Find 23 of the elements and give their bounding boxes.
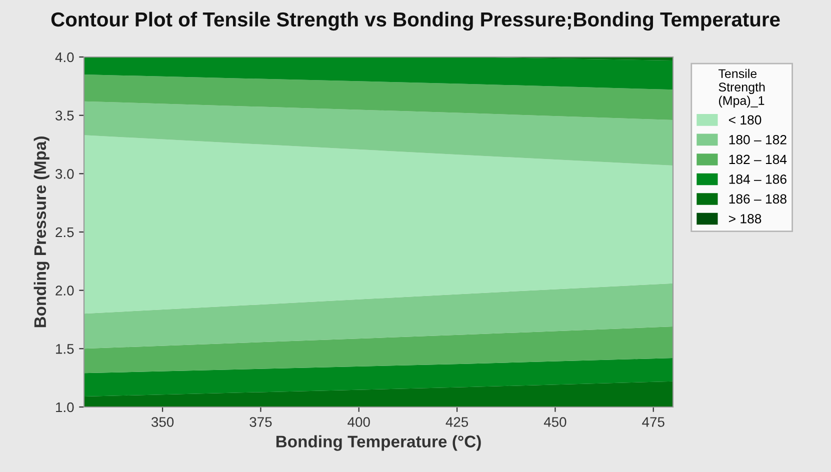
y-tick-label: 4.0: [55, 52, 74, 62]
x-tick-label: 475: [642, 417, 664, 427]
chart-title: Contour Plot of Tensile Strength vs Bonding Pressure;Bonding Temperature: [51, 12, 780, 31]
legend-label: > 188: [728, 214, 762, 224]
y-tick-label: 2.0: [56, 286, 74, 296]
y-axis-title: Bonding Pressure (Mpa): [34, 136, 50, 328]
legend-label: 186 – 188: [729, 194, 786, 204]
y-tick-label: 2.5: [56, 227, 74, 238]
y-tick-label: 3.5: [56, 110, 74, 121]
x-tick-label: 350: [151, 417, 174, 427]
y-tick-label: 1.5: [56, 344, 74, 354]
legend-label: < 180: [728, 115, 762, 125]
y-tick-label: 3.0: [56, 169, 74, 179]
x-tick-label: 400: [348, 417, 370, 427]
legend-title: Tensile Strength (Mpa)_1: [718, 68, 765, 108]
x-tick-label: 375: [250, 417, 272, 427]
legend-label: 180 – 182: [729, 135, 786, 144]
x-tick-label: 425: [446, 417, 468, 427]
legend-label: 182 – 184: [729, 154, 787, 164]
x-axis-title: Bonding Temperature (°C): [276, 435, 481, 451]
y-tick-label: 1.0: [56, 402, 74, 412]
x-tick-label: 450: [544, 417, 566, 427]
legend-label: 184 – 186: [729, 174, 786, 184]
